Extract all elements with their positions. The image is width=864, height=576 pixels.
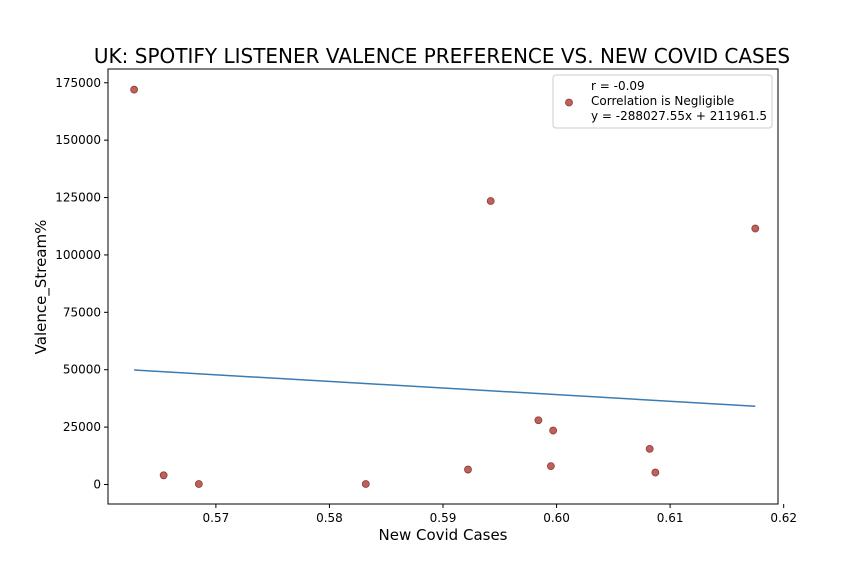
y-tick-label: 100000 xyxy=(55,248,101,262)
regression-line-group xyxy=(134,369,756,407)
x-tick-label: 0.61 xyxy=(657,511,684,525)
scatter-points xyxy=(130,85,760,488)
legend-line-correlation: Correlation is Negligible xyxy=(591,94,734,108)
data-point xyxy=(486,197,495,205)
y-tick-label: 75000 xyxy=(63,305,101,319)
x-tick-label: 0.57 xyxy=(203,511,230,525)
data-point xyxy=(194,480,203,488)
y-tick-label: 125000 xyxy=(55,191,101,205)
y-tick-label: 0 xyxy=(93,477,101,491)
chart-title: UK: SPOTIFY LISTENER VALENCE PREFERENCE … xyxy=(94,44,790,68)
data-point xyxy=(361,480,370,488)
regression-line xyxy=(134,369,756,407)
plot-area-frame xyxy=(107,68,779,505)
legend-box xyxy=(552,74,773,129)
legend-line-equation: y = -288027.55x + 211961.5 xyxy=(591,109,767,123)
data-point xyxy=(534,416,543,425)
data-point xyxy=(464,465,472,474)
x-tick-label: 0.58 xyxy=(316,511,343,525)
x-tick-label: 0.60 xyxy=(543,511,570,525)
data-point xyxy=(546,462,555,471)
legend-line-r: r = -0.09 xyxy=(591,79,645,93)
data-point xyxy=(645,445,654,453)
x-tick-label: 0.59 xyxy=(430,511,457,525)
y-tick-label: 25000 xyxy=(63,420,101,434)
data-point xyxy=(651,468,660,477)
y-tick-label: 175000 xyxy=(55,76,101,90)
legend-marker xyxy=(565,98,573,107)
y-tick-label: 50000 xyxy=(63,363,101,377)
x-tick-label: 0.62 xyxy=(770,511,797,525)
legend: r = -0.09 Correlation is Negligible y = … xyxy=(552,74,773,129)
data-point xyxy=(159,471,168,480)
y-axis-label: Valence_Stream% xyxy=(32,220,51,355)
y-tick-label: 150000 xyxy=(55,133,101,147)
data-point xyxy=(549,426,558,435)
data-point xyxy=(751,224,760,233)
data-point xyxy=(130,85,139,94)
y-axis: 0 25000 50000 75000 100000 125000 150000 175000 xyxy=(55,76,108,491)
x-axis-label: New Covid Cases xyxy=(379,526,508,544)
x-axis: 0.57 0.58 0.59 0.60 0.61 0.62 xyxy=(203,504,797,525)
